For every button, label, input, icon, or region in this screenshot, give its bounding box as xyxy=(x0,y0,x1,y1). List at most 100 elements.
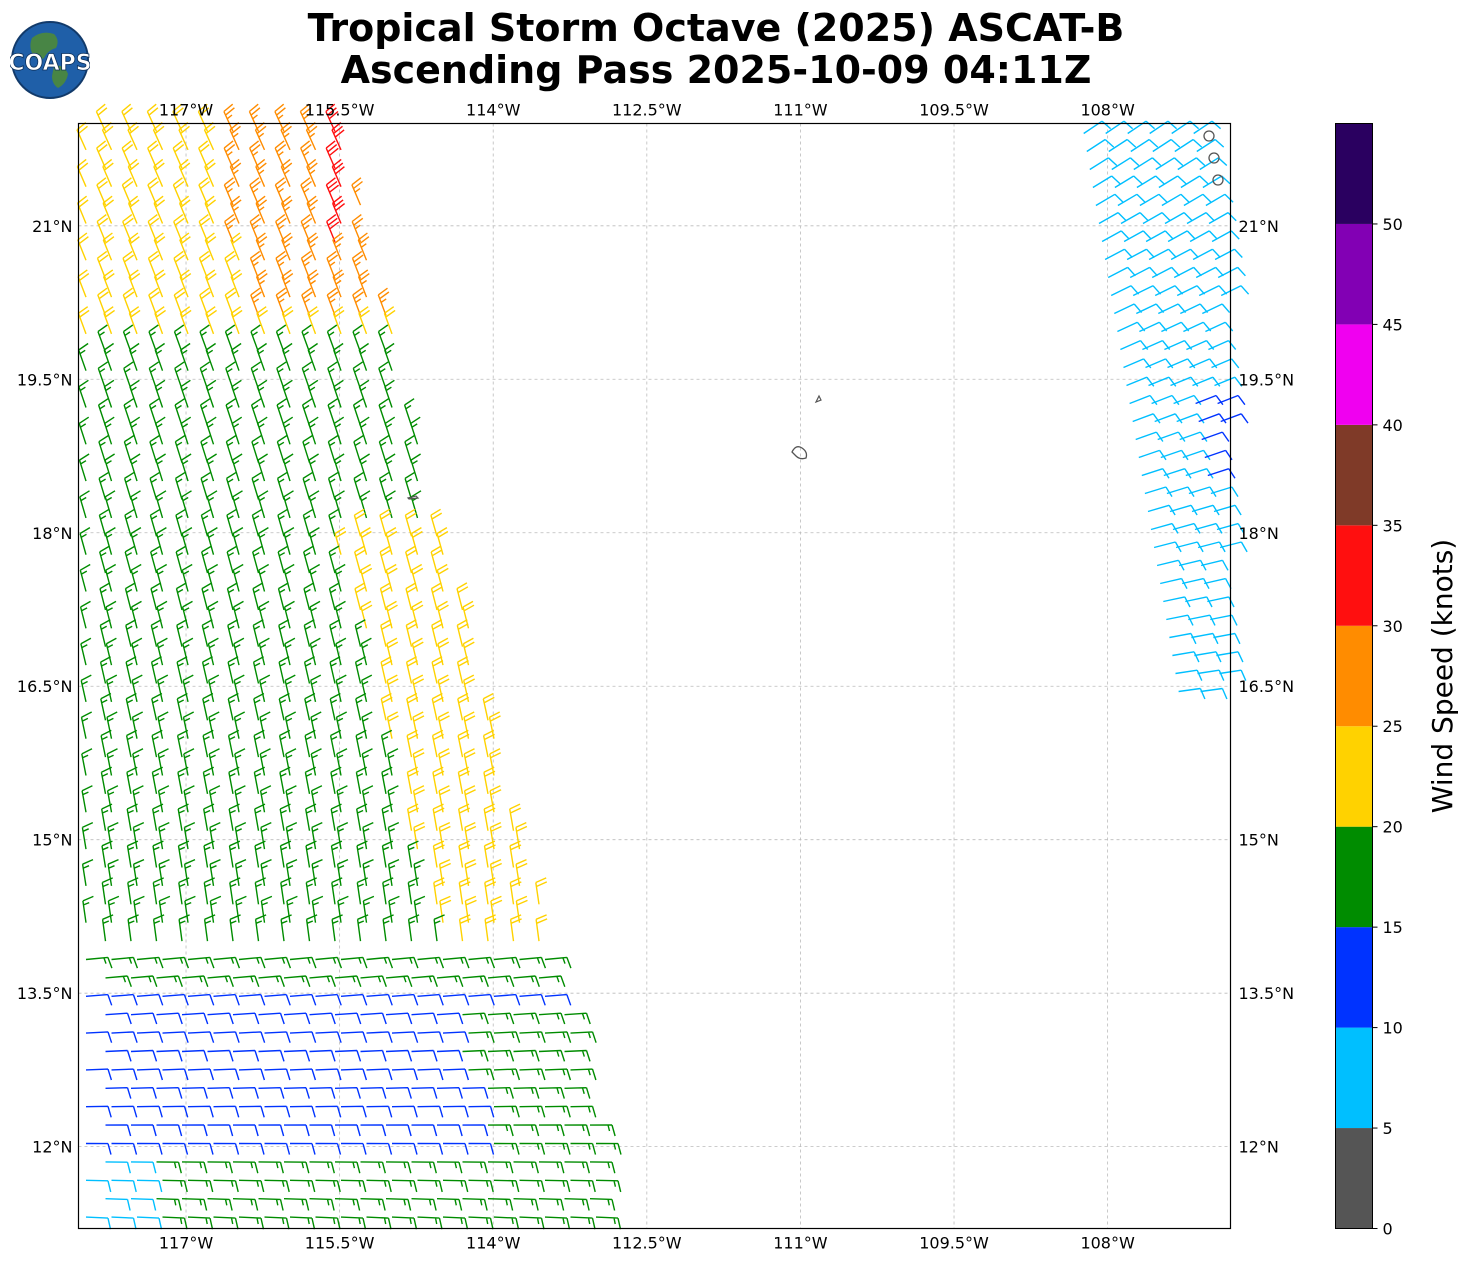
wind-barb xyxy=(1139,193,1168,207)
wind-barb xyxy=(181,1161,208,1174)
wind-barb xyxy=(130,1161,157,1174)
wind-barb xyxy=(251,508,263,537)
wind-barb xyxy=(238,1068,266,1081)
wind-barb xyxy=(538,1161,565,1174)
wind-barb xyxy=(1154,285,1184,297)
wind-barb xyxy=(379,508,392,537)
wind-barb xyxy=(253,692,265,721)
wind-barb xyxy=(1157,431,1186,442)
wind-barb xyxy=(98,471,110,500)
wind-barb xyxy=(207,1124,234,1137)
wind-barb xyxy=(128,232,140,261)
wind-barb xyxy=(366,993,393,1006)
wind-barb xyxy=(328,545,340,574)
wind-barb xyxy=(103,342,114,371)
calm-marker xyxy=(1203,130,1215,142)
wind-barb xyxy=(1170,376,1199,387)
wind-barb xyxy=(538,1012,566,1025)
wind-barb xyxy=(488,711,501,739)
wind-barb xyxy=(564,1049,591,1062)
wind-barb xyxy=(362,858,374,887)
lat-labels-right: 21°N 19.5°N 18°N 16.5°N 15°N 13.5°N 12°N xyxy=(1239,217,1295,1157)
wind-barb xyxy=(309,1012,336,1025)
wind-barb xyxy=(81,858,94,887)
lat-tick-label-left: 12°N xyxy=(32,1138,72,1157)
wind-barb xyxy=(353,508,366,537)
wind-barb xyxy=(335,637,347,666)
wind-barb xyxy=(81,748,93,776)
wind-barb xyxy=(1114,175,1143,189)
wind-barb xyxy=(327,361,338,390)
wind-barb xyxy=(130,563,142,592)
wind-barb xyxy=(411,1124,438,1137)
wind-barb xyxy=(352,361,364,390)
wind-barb xyxy=(407,877,419,905)
wind-barb xyxy=(544,1031,572,1043)
wind-barb xyxy=(100,692,112,721)
wind-barb xyxy=(1196,138,1225,153)
wind-barb xyxy=(225,398,236,427)
wind-barb xyxy=(253,729,265,758)
wind-barb xyxy=(315,1031,342,1043)
wind-barb xyxy=(85,956,113,969)
wind-barb xyxy=(79,527,91,555)
wind-barb xyxy=(97,324,108,353)
lon-tick-label-top: 114°W xyxy=(466,101,521,120)
wind-barb xyxy=(1117,321,1146,333)
wind-barb xyxy=(101,840,113,868)
wind-barb xyxy=(513,1124,540,1137)
wind-barb xyxy=(232,1049,260,1062)
wind-barb xyxy=(432,803,445,831)
wind-barb xyxy=(462,1124,489,1137)
wind-barb xyxy=(226,508,237,537)
wind-barb xyxy=(254,803,266,831)
wind-barb xyxy=(1188,614,1216,626)
wind-barb xyxy=(305,122,318,151)
map-frame xyxy=(77,122,1232,1230)
wind-barb xyxy=(282,416,294,445)
colorbar-bin xyxy=(1335,625,1373,727)
wind-barb xyxy=(1188,486,1217,497)
wind-barb xyxy=(106,674,118,703)
wind-barb xyxy=(306,195,319,224)
lon-tick-label-top: 115.5°W xyxy=(305,101,375,120)
lat-tick-label-left: 19.5°N xyxy=(17,370,73,389)
wind-barb xyxy=(1167,230,1196,243)
wind-barb xyxy=(1147,504,1176,516)
wind-barb xyxy=(515,895,528,923)
wind-barb xyxy=(127,195,140,224)
wind-barb xyxy=(309,563,321,592)
wind-barb xyxy=(442,1142,469,1155)
wind-barb xyxy=(1202,175,1231,189)
wind-barb xyxy=(289,1216,316,1230)
wind-barb xyxy=(334,1161,361,1174)
colorbar-tick-label: 5 xyxy=(1383,1119,1393,1138)
wind-barb xyxy=(309,637,321,666)
wind-barb xyxy=(1126,248,1155,261)
colorbar-bin xyxy=(1335,726,1373,827)
wind-barb xyxy=(544,956,572,969)
wind-barb xyxy=(411,975,438,987)
wind-barb xyxy=(238,1142,265,1155)
wind-barb xyxy=(436,1087,463,1099)
wind-barb xyxy=(468,1179,494,1193)
wind-barb xyxy=(202,692,214,721)
wind-barb xyxy=(430,508,443,537)
wind-barb xyxy=(1107,266,1136,279)
wind-barb xyxy=(200,434,211,463)
wind-barb xyxy=(544,1068,572,1081)
wind-barb xyxy=(76,195,89,224)
wind-barb xyxy=(223,177,236,206)
wind-barb xyxy=(274,177,287,206)
wind-barb xyxy=(152,914,165,942)
wind-barb xyxy=(200,508,212,537)
wind-barb xyxy=(433,877,446,905)
wind-barb xyxy=(411,1049,438,1062)
wind-barb xyxy=(203,877,215,905)
wind-barb xyxy=(132,748,144,776)
wind-barb xyxy=(136,1142,163,1155)
wind-barb xyxy=(411,563,424,592)
wind-barb xyxy=(462,1161,488,1174)
wind-barb xyxy=(98,434,109,463)
wind-barb xyxy=(280,158,293,187)
